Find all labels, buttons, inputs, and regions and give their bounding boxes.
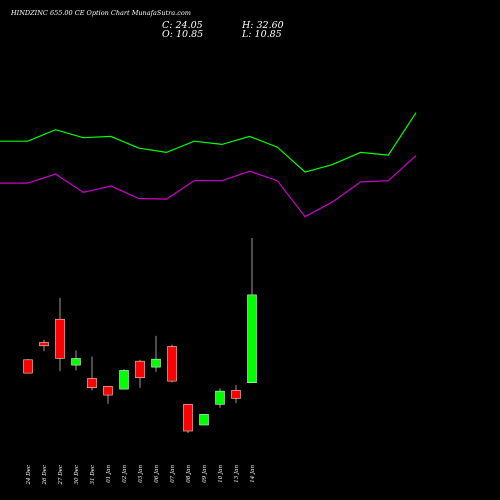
x-tick-label: 24 Dec <box>26 465 32 486</box>
x-tick-label: 26 Dec <box>42 465 48 486</box>
x-tick-label: 07 Jan <box>170 465 176 483</box>
candle-body <box>23 359 33 374</box>
candle-body <box>55 318 65 359</box>
upper-indicator-line <box>0 112 417 173</box>
candle-body <box>183 404 193 432</box>
x-tick-label: 06 Jan <box>154 465 160 483</box>
candle-body <box>87 378 97 389</box>
high-value: H: 32.60 <box>242 20 284 31</box>
candle-body <box>151 358 161 368</box>
x-tick-label: 30 Dec <box>74 465 80 485</box>
close-value: C: 24.05 <box>162 20 203 31</box>
candle-body <box>231 390 241 399</box>
candles <box>23 237 257 434</box>
candle-body <box>167 346 177 382</box>
indicator-lines <box>0 112 417 218</box>
candle-body <box>199 414 209 426</box>
low-value: L: 10.85 <box>242 29 282 40</box>
x-tick-label: 08 Jan <box>186 465 192 483</box>
lower-indicator-line <box>0 155 417 218</box>
x-tick-label: 14 Jan <box>250 465 256 483</box>
candle-body <box>71 358 81 366</box>
candle-body <box>215 390 225 405</box>
candle-body <box>39 342 49 347</box>
candle-body <box>119 370 129 390</box>
x-tick-label: 10 Jan <box>218 465 224 483</box>
candle-body <box>247 294 257 384</box>
x-axis-labels: 24 Dec 26 Dec 27 Dec 30 Dec 31 Dec 01 Jan 02 J… <box>26 465 256 486</box>
x-tick-label: 31 Dec <box>90 465 96 485</box>
candle-body <box>103 386 113 396</box>
chart-title: HINDZINC 655.00 CE Option Chart MunafaSu… <box>11 9 191 17</box>
candle-body <box>135 360 145 379</box>
open-value: O: 10.85 <box>162 29 204 40</box>
x-tick-label: 27 Dec <box>58 465 64 486</box>
x-tick-label: 01 Jan <box>106 465 112 483</box>
x-tick-label: 03 Jan <box>138 465 144 483</box>
x-tick-label: 13 Jan <box>234 465 240 483</box>
x-tick-label: 09 Jan <box>202 465 208 483</box>
x-tick-label: 02 Jan <box>122 465 128 483</box>
